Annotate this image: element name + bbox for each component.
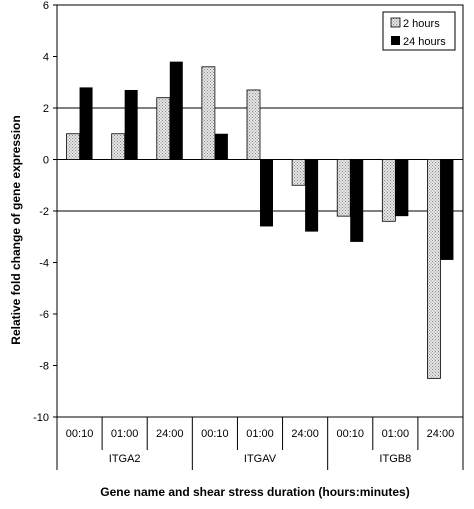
group-label: ITGA2 — [109, 453, 141, 465]
bar-2-hours — [201, 66, 216, 160]
bar-2-hours — [66, 133, 80, 160]
y-tick-label: -2 — [39, 206, 49, 218]
y-tick-label: 4 — [43, 52, 49, 64]
x-tick-label: 24:00 — [156, 428, 184, 440]
bar-2-hours — [111, 133, 126, 160]
x-tick-label: 24:00 — [427, 428, 455, 440]
y-tick-label: 2 — [43, 103, 49, 115]
x-tick-label: 01:00 — [111, 428, 139, 440]
y-axis-title: Relative fold change of gene expression — [9, 115, 23, 344]
x-tick-label: 01:00 — [246, 428, 274, 440]
bar-2-hours — [291, 159, 306, 186]
legend-swatch-24-hours — [391, 36, 400, 45]
y-tick-label: 6 — [43, 0, 49, 12]
bar-24-hours — [214, 133, 228, 160]
y-tick-label: -6 — [39, 309, 49, 321]
bar-24-hours — [124, 89, 138, 160]
x-axis-title: Gene name and shear stress duration (hou… — [100, 485, 409, 499]
bar-2-hours — [156, 97, 171, 160]
x-tick-label: 01:00 — [382, 428, 410, 440]
bar-24-hours — [169, 61, 183, 160]
bar-2-hours — [427, 159, 441, 379]
legend: 2 hours 24 hours — [382, 11, 456, 51]
plot-frame — [56, 4, 464, 418]
x-tick-label: 00:10 — [66, 428, 94, 440]
x-tick-label: 00:10 — [201, 428, 229, 440]
legend-label-24-hours: 24 hours — [403, 36, 446, 48]
x-tick-label: 24:00 — [291, 428, 319, 440]
y-tick-label: -4 — [39, 258, 49, 270]
legend-swatch-2-hours — [390, 17, 401, 28]
bar-24-hours — [395, 159, 409, 217]
bar-24-hours — [79, 87, 93, 160]
y-tick-label: -8 — [39, 361, 49, 373]
bar-24-hours — [305, 159, 319, 232]
group-label: ITGAV — [244, 453, 277, 465]
bar-24-hours — [440, 159, 454, 260]
bar-24-hours — [260, 159, 273, 227]
group-label: ITGB8 — [379, 453, 411, 465]
x-tick-label: 00:10 — [336, 428, 364, 440]
bar-2-hours — [381, 159, 396, 222]
y-tick-label: -10 — [33, 412, 49, 424]
bar-2-hours — [246, 89, 261, 160]
legend-label-2-hours: 2 hours — [403, 18, 440, 30]
y-tick-label: 0 — [43, 155, 49, 167]
bar-2-hours — [336, 159, 351, 217]
bar-24-hours — [350, 159, 364, 242]
